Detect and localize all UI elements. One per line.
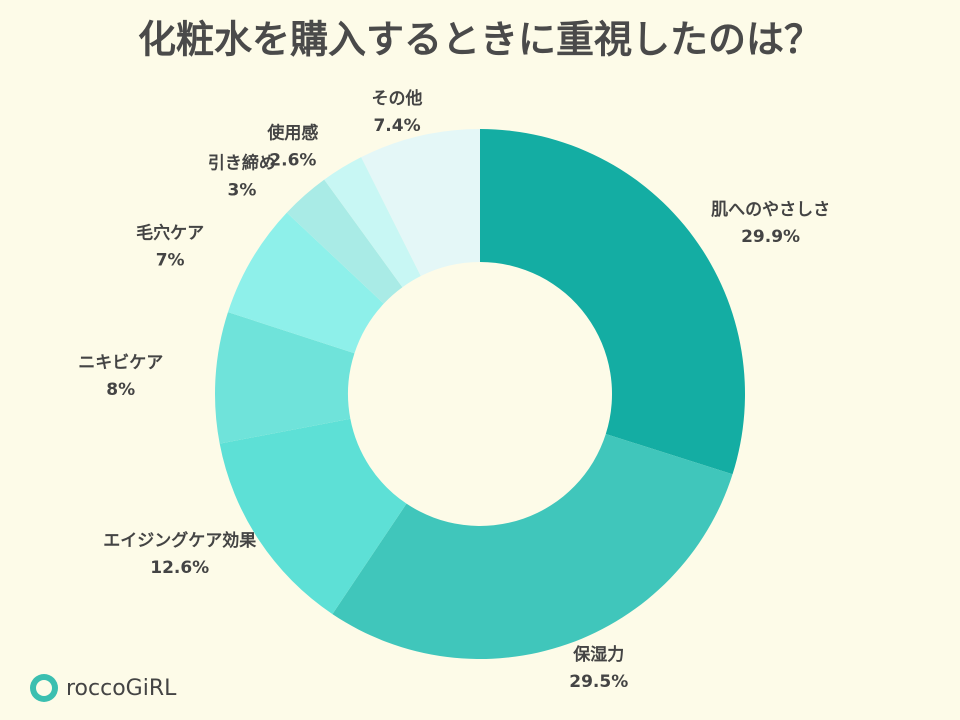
- slice-value-label: 3%: [227, 180, 256, 200]
- donut-slice: [480, 129, 745, 475]
- donut-slice: [332, 434, 733, 660]
- brand-name: roccoGiRL: [66, 676, 177, 701]
- slice-label: その他: [372, 88, 423, 109]
- slice-value-label: 7.4%: [373, 116, 420, 136]
- slice-label: エイジングケア効果: [103, 530, 256, 551]
- donut-slice: [324, 157, 421, 288]
- slice-value-label: 12.6%: [150, 558, 209, 578]
- slice-value-label: 29.9%: [741, 227, 800, 247]
- donut-slice: [219, 418, 407, 615]
- donut-slice: [215, 312, 355, 444]
- donut-slice: [361, 129, 480, 277]
- slice-label: ニキビケア: [78, 353, 163, 373]
- slice-value-label: 29.5%: [569, 672, 628, 692]
- slice-label: 使用感: [266, 122, 318, 143]
- slice-label: 毛穴ケア: [136, 222, 204, 243]
- slice-label: 保湿力: [572, 644, 624, 665]
- slice-label: 肌へのやさしさ: [711, 200, 830, 220]
- slice-value-label: 8%: [106, 380, 135, 400]
- slice-value-label: 2.6%: [269, 150, 316, 170]
- slice-label: 引き締め: [208, 152, 276, 173]
- chart-title: 化粧水を購入するときに重視したのは？: [138, 18, 822, 62]
- donut-slice: [286, 179, 403, 304]
- slice-value-label: 7%: [156, 250, 185, 270]
- brand-logo: roccoGiRL: [30, 674, 177, 702]
- logo-icon-inner: [36, 680, 52, 696]
- donut-slice: [227, 212, 384, 354]
